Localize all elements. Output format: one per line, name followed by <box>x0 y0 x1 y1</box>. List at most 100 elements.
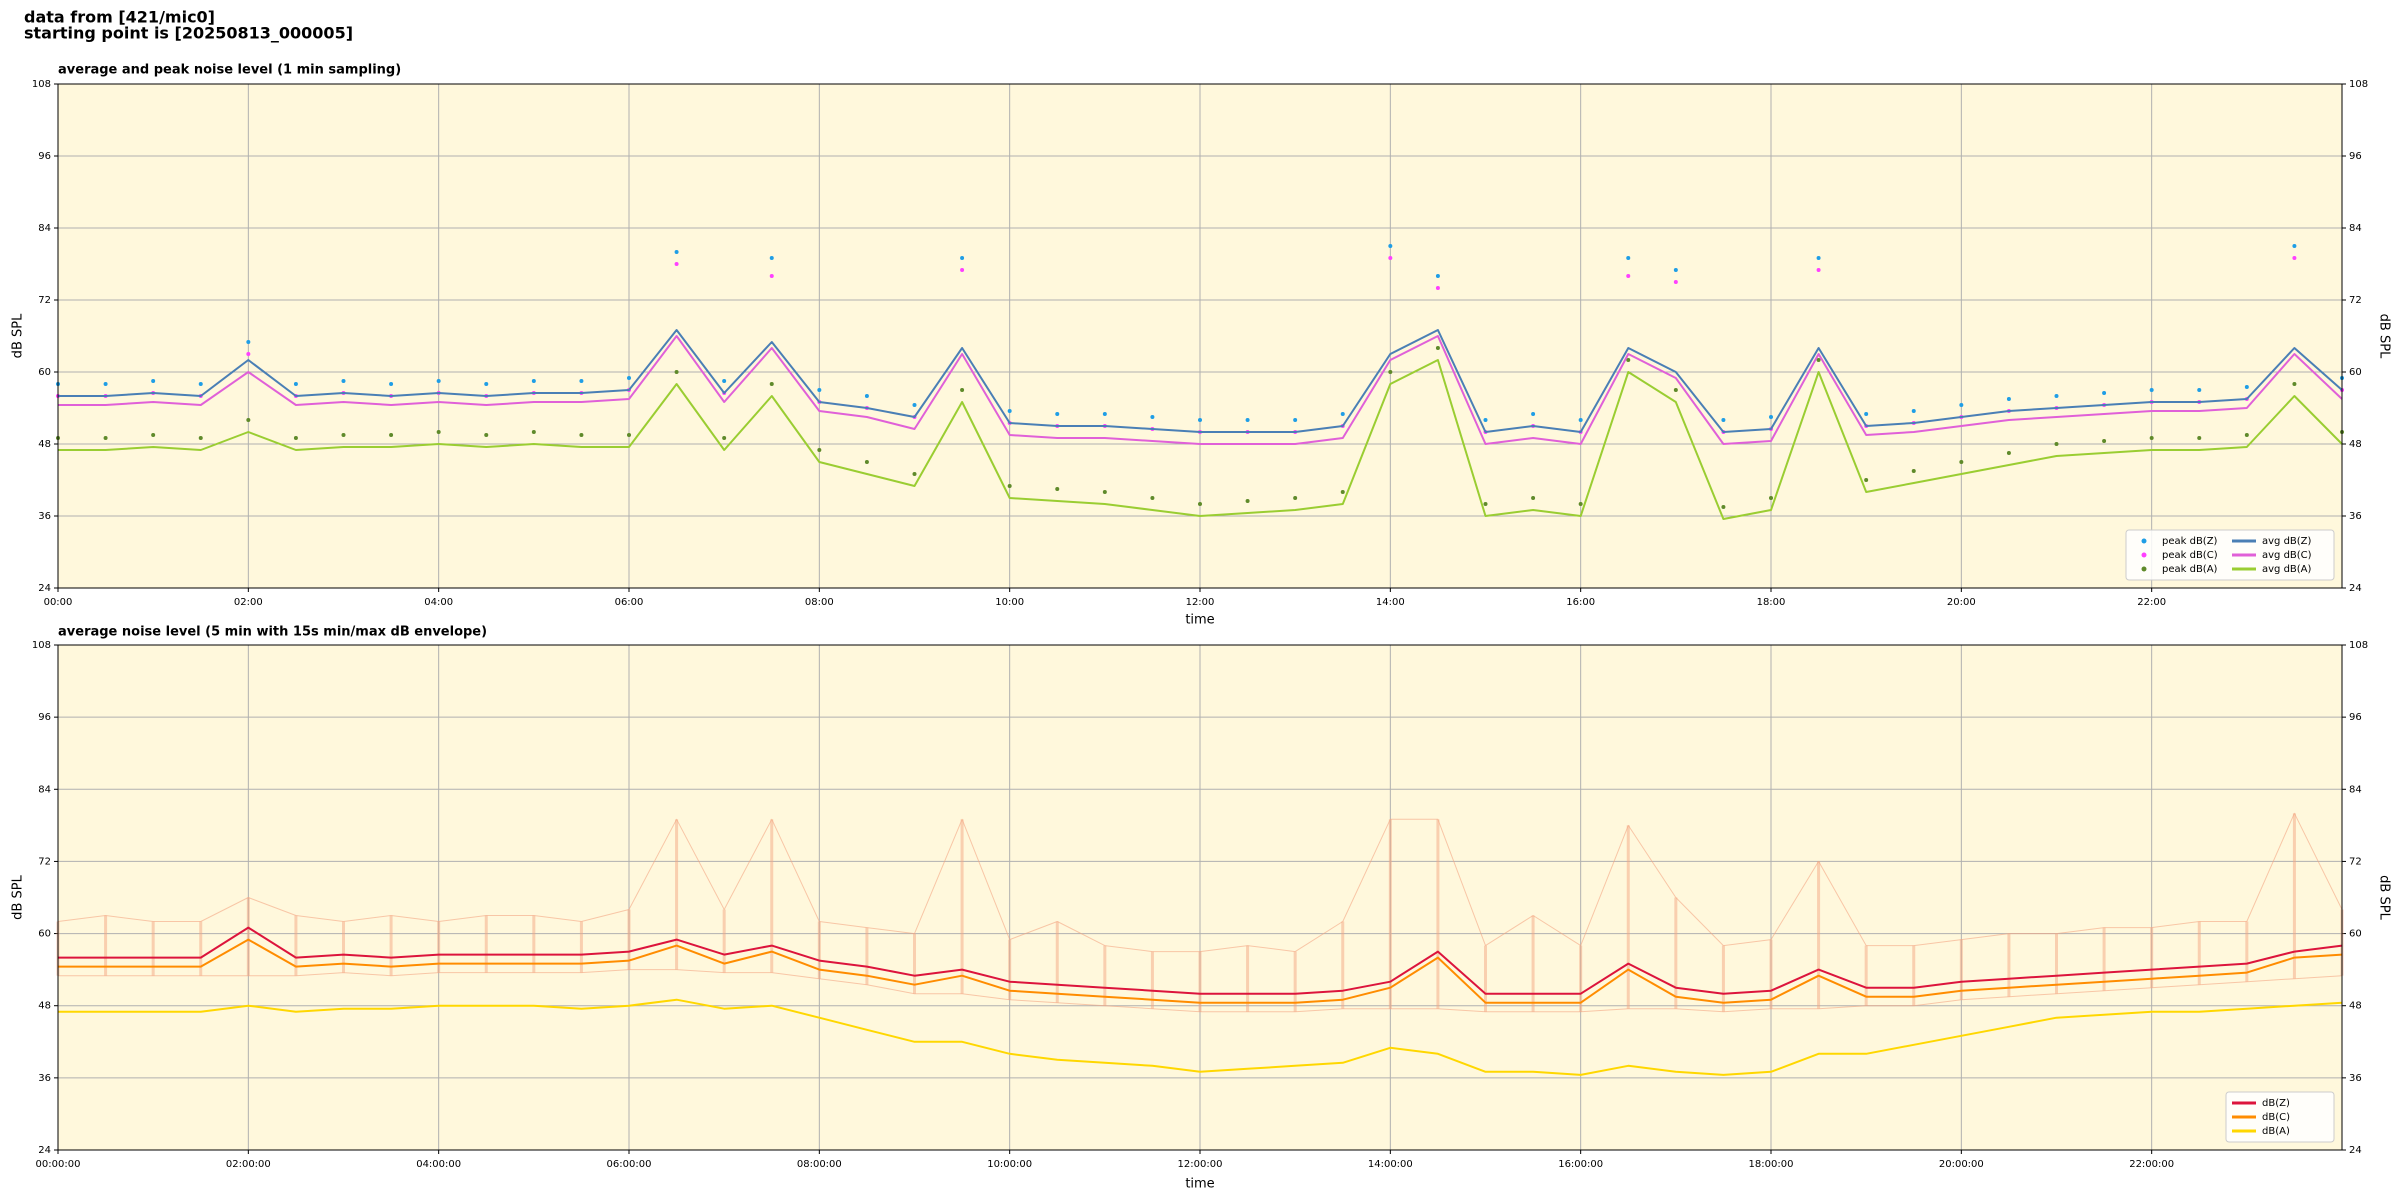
legend-marker <box>2141 566 2147 572</box>
x-tick-label: 00:00 <box>44 597 73 608</box>
plot-frame <box>57 83 2343 589</box>
y-tick-label: 36 <box>38 511 51 522</box>
peak-point <box>1293 496 1298 500</box>
y-tick-label: 72 <box>2349 295 2362 306</box>
peak-point <box>1483 418 1488 422</box>
peak-point <box>1626 256 1631 260</box>
peak-point <box>151 379 156 383</box>
peak-point <box>2102 391 2107 395</box>
x-tick-label: 04:00 <box>424 597 453 608</box>
legend-label: avg dB(C) <box>2262 550 2312 561</box>
series-line <box>58 335 2343 445</box>
peak-point <box>674 250 679 254</box>
y-tick-label: 96 <box>38 712 51 723</box>
peak-point <box>960 256 965 260</box>
y-tick-label: 84 <box>38 784 51 795</box>
peak-point <box>341 379 346 383</box>
y-tick-label: 72 <box>2349 856 2362 867</box>
peak-point <box>1435 274 1440 278</box>
series-line <box>58 998 2343 1076</box>
peak-point <box>246 340 251 344</box>
y-tick-label: 84 <box>2349 223 2362 234</box>
peak-point <box>2149 388 2154 392</box>
peak-point <box>579 379 584 383</box>
peak-point <box>1340 490 1345 494</box>
chart-title: average and peak noise level (1 min samp… <box>58 63 401 78</box>
peak-point <box>436 430 441 434</box>
y-tick-label: 108 <box>32 640 51 651</box>
y-tick-label: 60 <box>38 367 51 378</box>
x-tick-label: 02:00:00 <box>226 1159 271 1170</box>
peak-point <box>1959 460 1964 464</box>
peak-point <box>1340 412 1345 416</box>
peak-point <box>912 403 917 407</box>
peak-point <box>1150 415 1155 419</box>
x-tick-label: 12:00 <box>1186 597 1215 608</box>
peak-point <box>1769 496 1773 500</box>
peak-point <box>1293 418 1298 422</box>
peak-point <box>1150 496 1155 500</box>
peak-point <box>1435 346 1440 350</box>
peak-point <box>1531 496 1536 500</box>
y-tick-label: 24 <box>2349 583 2362 594</box>
peak-point <box>198 436 203 440</box>
x-tick-label: 10:00:00 <box>987 1159 1032 1170</box>
y-tick-label: 24 <box>2349 1145 2362 1156</box>
peak-point <box>2292 244 2297 248</box>
peak-point <box>2149 436 2154 440</box>
x-tick-label: 20:00:00 <box>1939 1159 1984 1170</box>
peak-point <box>1911 409 1916 413</box>
peak-point <box>484 382 489 386</box>
peak-point <box>1721 418 1726 422</box>
x-tick-label: 04:00:00 <box>416 1159 461 1170</box>
peak-point <box>1626 274 1631 278</box>
chart-title: average noise level (5 min with 15s min/… <box>58 625 487 640</box>
peak-point <box>293 382 298 386</box>
y-tick-label: 60 <box>2349 367 2362 378</box>
y-tick-label: 84 <box>2349 784 2362 795</box>
series-line <box>58 938 2343 1004</box>
peak-point <box>627 376 631 380</box>
peak-point <box>769 274 774 278</box>
x-tick-label: 08:00 <box>805 597 834 608</box>
peak-point <box>1198 502 1202 506</box>
x-tick-label: 08:00:00 <box>797 1159 842 1170</box>
envelope-low <box>58 969 2343 1013</box>
peak-point <box>2102 439 2107 443</box>
peak-point <box>389 382 394 386</box>
peak-point <box>1816 256 1821 260</box>
peak-point <box>1388 256 1393 260</box>
x-tick-label: 14:00 <box>1376 597 1405 608</box>
x-tick-label: 10:00 <box>995 597 1024 608</box>
peak-point <box>1102 412 1107 416</box>
peak-point <box>2006 451 2011 455</box>
peak-point <box>1911 469 1916 473</box>
y-axis-label: dB SPL <box>11 313 26 358</box>
peak-point <box>2054 394 2059 398</box>
peak-point <box>1055 487 1060 491</box>
peak-point <box>674 262 679 266</box>
peak-point <box>246 352 251 356</box>
x-tick-label: 20:00 <box>1947 597 1976 608</box>
peak-point <box>1055 412 1060 416</box>
peak-point <box>2292 256 2297 260</box>
y-tick-label: 36 <box>38 1073 51 1084</box>
y-tick-label: 36 <box>2349 511 2362 522</box>
peak-point <box>1483 502 1488 506</box>
peak-point <box>627 433 631 437</box>
peak-point <box>2197 436 2202 440</box>
peak-point <box>1245 499 1250 503</box>
peak-point <box>912 472 917 476</box>
x-tick-label: 16:00 <box>1566 597 1595 608</box>
peak-point <box>484 433 489 437</box>
y-tick-label: 48 <box>38 1001 51 1012</box>
peak-point <box>1578 502 1583 506</box>
x-tick-label: 06:00 <box>615 597 644 608</box>
peak-point <box>1578 418 1583 422</box>
peak-point <box>960 388 965 392</box>
x-axis-label: time <box>1185 1177 1214 1192</box>
legend-label: avg dB(A) <box>2262 564 2312 575</box>
peak-point <box>1864 478 1869 482</box>
